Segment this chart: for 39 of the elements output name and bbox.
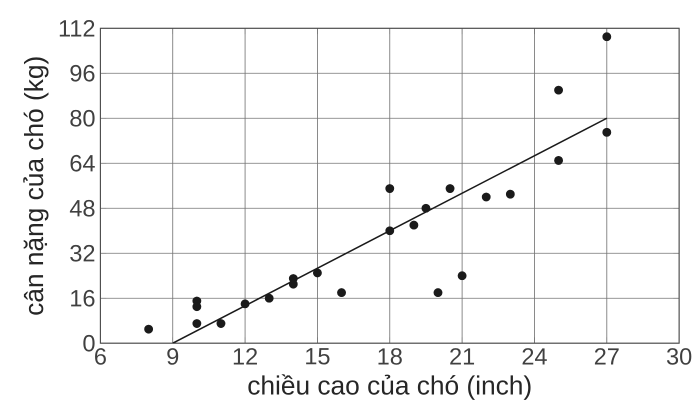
point — [192, 319, 202, 328]
point — [409, 220, 418, 230]
y-tick-label: 16 — [71, 290, 94, 307]
point — [446, 184, 454, 193]
point — [144, 324, 154, 334]
point — [554, 86, 563, 95]
y-tick-label: 32 — [70, 244, 94, 262]
point — [422, 204, 430, 213]
point — [458, 271, 467, 280]
point — [216, 319, 226, 328]
x-tick-label: 12 — [234, 348, 257, 365]
point — [602, 32, 612, 42]
x-tick-label: 27 — [594, 348, 619, 365]
y-tick-label: 112 — [60, 20, 94, 36]
x-tick-label: 9 — [167, 348, 178, 365]
point — [337, 288, 346, 298]
point — [506, 190, 515, 199]
point — [312, 268, 322, 278]
x-tick-label: 6 — [95, 348, 106, 365]
y-tick-label: 0 — [83, 334, 95, 352]
x-axis-title: chiều cao của chó (inch) — [248, 374, 531, 400]
x-tick-label: 24 — [522, 348, 547, 365]
y-tick-label: 64 — [70, 154, 95, 172]
x-tick-label: 15 — [306, 348, 330, 365]
y-tick-label: 80 — [70, 110, 95, 127]
point — [385, 226, 394, 236]
x-tick-label: 30 — [666, 348, 692, 365]
point — [482, 192, 491, 202]
point — [434, 288, 442, 298]
point — [554, 156, 563, 165]
point — [602, 128, 612, 137]
point — [385, 184, 394, 193]
y-axis-title: cân nặng của chó (kg) — [23, 57, 48, 315]
y-tick-label: 48 — [70, 200, 94, 217]
x-tick-label: 18 — [378, 348, 402, 365]
point — [264, 294, 274, 303]
x-tick-label: 21 — [450, 348, 474, 365]
y-tick-label: 96 — [70, 64, 94, 82]
point — [240, 299, 250, 308]
